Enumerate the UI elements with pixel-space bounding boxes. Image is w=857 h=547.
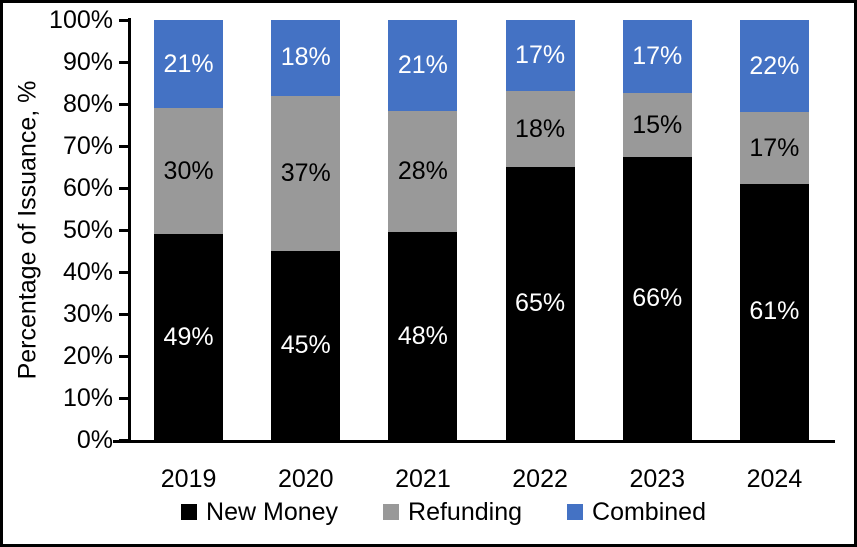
bar-segment-refunding: 15% <box>622 92 692 158</box>
data-label: 22% <box>749 51 800 80</box>
y-tick-label: 70% <box>62 132 113 160</box>
bar-segment-new-money: 48% <box>388 232 458 440</box>
legend-item-combined: Combined <box>567 498 706 527</box>
legend-swatch-icon <box>181 504 198 520</box>
bar-segment-combined: 21% <box>154 20 224 109</box>
bar-group-2024: 22% 17% 61% <box>739 20 809 441</box>
bar-segment-combined: 18% <box>271 20 341 96</box>
y-tick-label: 80% <box>62 90 113 118</box>
x-category-label: 2021 <box>395 465 451 493</box>
legend-label: Refunding <box>408 497 523 526</box>
y-tick-label: 20% <box>62 342 113 370</box>
bar-segment-refunding: 17% <box>739 112 809 184</box>
legend-item-refunding: Refunding <box>383 498 522 527</box>
bar-segment-refunding: 18% <box>505 91 575 167</box>
data-label: 18% <box>280 43 331 72</box>
data-label: 66% <box>632 284 683 313</box>
bar-segment-new-money: 49% <box>154 234 224 440</box>
data-label: 21% <box>163 49 214 78</box>
y-tick-label: 50% <box>62 216 113 244</box>
data-label: 61% <box>749 297 800 326</box>
bar-segment-refunding: 37% <box>271 95 341 251</box>
y-tick-label: 30% <box>62 300 113 328</box>
bar-segment-new-money: 65% <box>505 166 575 440</box>
x-category-label: 2023 <box>629 465 686 493</box>
y-tick-mark <box>119 60 128 64</box>
y-tick-mark <box>119 270 128 274</box>
data-label: 21% <box>397 50 448 79</box>
bar-segment-refunding: 30% <box>154 108 224 235</box>
y-tick-mark <box>119 102 128 106</box>
y-tick-label: 40% <box>62 258 113 286</box>
bar-group-2020: 18% 37% 45% <box>271 20 341 440</box>
y-tick-label: 10% <box>62 384 113 412</box>
y-tick-label: 100% <box>49 6 113 34</box>
x-category-label: 2024 <box>746 465 803 493</box>
bar-segment-combined: 17% <box>505 20 575 92</box>
x-category-label: 2019 <box>160 465 217 493</box>
bar-group-2022: 17% 18% 65% <box>505 20 575 440</box>
x-category-label: 2022 <box>512 465 568 493</box>
legend: New Money Refunding Combined <box>3 497 854 527</box>
bar-segment-new-money: 45% <box>271 251 341 440</box>
x-axis: 2019 2020 2021 2022 2023 2024 <box>130 464 833 494</box>
y-tick-mark <box>119 396 128 400</box>
x-axis-line <box>113 440 835 443</box>
data-label: 49% <box>163 322 214 351</box>
bar-group-2019: 21% 30% 49% <box>154 20 224 440</box>
y-tick-mark <box>119 18 128 22</box>
legend-label: Combined <box>592 497 706 526</box>
bar-segment-new-money: 66% <box>622 157 692 440</box>
bar-segment-combined: 22% <box>739 20 809 113</box>
bar-segment-new-money: 61% <box>739 183 809 441</box>
y-tick-mark <box>119 312 128 316</box>
data-label: 17% <box>749 133 800 162</box>
data-label: 17% <box>515 41 566 70</box>
y-tick-mark <box>119 354 128 358</box>
legend-swatch-icon <box>567 504 584 520</box>
bar-segment-combined: 21% <box>388 20 458 111</box>
legend-item-new-money: New Money <box>181 498 338 527</box>
data-label: 18% <box>515 114 566 143</box>
y-tick-label: 60% <box>62 174 113 202</box>
data-label: 15% <box>632 110 683 139</box>
x-category-label: 2020 <box>277 465 334 493</box>
data-label: 65% <box>515 288 566 317</box>
bar-group-2023: 17% 15% 66% <box>622 20 692 440</box>
legend-swatch-icon <box>383 504 400 520</box>
legend-label: New Money <box>206 497 339 526</box>
data-label: 48% <box>397 321 448 350</box>
data-label: 28% <box>397 157 448 186</box>
data-label: 30% <box>163 156 214 185</box>
y-tick-mark <box>119 144 128 148</box>
data-label: 37% <box>280 158 331 187</box>
y-tick-label: 0% <box>76 426 113 454</box>
y-axis-line <box>128 18 131 443</box>
data-label: 45% <box>280 331 331 359</box>
bar-group-2021: 21% 28% 48% <box>388 20 458 440</box>
y-tick-mark <box>119 186 128 190</box>
data-label: 17% <box>632 41 683 70</box>
bar-segment-combined: 17% <box>622 20 692 93</box>
y-tick-label: 90% <box>62 48 113 76</box>
y-tick-mark <box>119 228 128 232</box>
bar-segment-refunding: 28% <box>388 110 458 233</box>
